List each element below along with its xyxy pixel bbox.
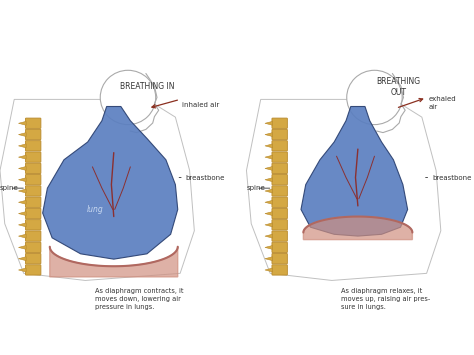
Polygon shape [265, 155, 273, 159]
FancyBboxPatch shape [26, 242, 41, 252]
FancyBboxPatch shape [26, 208, 41, 219]
Ellipse shape [347, 70, 402, 125]
Polygon shape [50, 247, 178, 277]
Text: breastbone: breastbone [432, 175, 472, 180]
FancyBboxPatch shape [26, 163, 41, 174]
Polygon shape [18, 268, 26, 272]
Polygon shape [18, 166, 26, 170]
FancyBboxPatch shape [272, 265, 287, 275]
Polygon shape [18, 133, 26, 137]
Polygon shape [265, 268, 273, 272]
Text: exhaled
air: exhaled air [429, 96, 456, 110]
Text: Respiratory Physiology: Respiratory Physiology [74, 14, 400, 38]
Polygon shape [18, 144, 26, 148]
Polygon shape [18, 234, 26, 238]
Polygon shape [0, 99, 194, 280]
FancyBboxPatch shape [272, 175, 287, 185]
FancyBboxPatch shape [272, 186, 287, 196]
FancyBboxPatch shape [26, 186, 41, 196]
Polygon shape [18, 212, 26, 215]
Polygon shape [18, 155, 26, 159]
Text: breastbone: breastbone [186, 175, 225, 180]
Polygon shape [18, 223, 26, 227]
Polygon shape [18, 200, 26, 204]
Polygon shape [265, 166, 273, 170]
Polygon shape [265, 133, 273, 137]
Polygon shape [265, 223, 273, 227]
Text: lung: lung [86, 205, 103, 214]
FancyBboxPatch shape [272, 253, 287, 264]
FancyBboxPatch shape [26, 175, 41, 185]
FancyBboxPatch shape [272, 242, 287, 252]
Text: As diaphragm contracts, it
moves down, lowering air
pressure in lungs.: As diaphragm contracts, it moves down, l… [95, 288, 183, 310]
FancyBboxPatch shape [272, 141, 287, 151]
Polygon shape [18, 257, 26, 261]
Polygon shape [18, 121, 26, 125]
Text: BREATHING IN: BREATHING IN [120, 82, 174, 92]
FancyBboxPatch shape [272, 220, 287, 230]
FancyBboxPatch shape [26, 253, 41, 264]
Polygon shape [265, 200, 273, 204]
Polygon shape [265, 257, 273, 261]
Text: As diaphragm relaxes, it
moves up, raising air pres-
sure in lungs.: As diaphragm relaxes, it moves up, raisi… [341, 288, 430, 310]
Polygon shape [303, 217, 412, 240]
FancyBboxPatch shape [26, 197, 41, 207]
Polygon shape [265, 121, 273, 125]
Polygon shape [265, 245, 273, 250]
Polygon shape [18, 189, 26, 193]
Polygon shape [265, 212, 273, 215]
FancyBboxPatch shape [26, 220, 41, 230]
FancyBboxPatch shape [26, 152, 41, 162]
FancyBboxPatch shape [272, 197, 287, 207]
FancyBboxPatch shape [26, 231, 41, 241]
Polygon shape [265, 144, 273, 148]
Polygon shape [18, 245, 26, 250]
Polygon shape [43, 106, 178, 259]
Text: spine: spine [246, 185, 265, 191]
Text: spine: spine [0, 185, 19, 191]
FancyBboxPatch shape [26, 265, 41, 275]
Polygon shape [301, 106, 408, 236]
FancyBboxPatch shape [272, 129, 287, 140]
FancyBboxPatch shape [272, 208, 287, 219]
FancyBboxPatch shape [26, 129, 41, 140]
FancyBboxPatch shape [272, 231, 287, 241]
FancyBboxPatch shape [26, 118, 41, 129]
Polygon shape [265, 178, 273, 182]
Polygon shape [18, 178, 26, 182]
Polygon shape [265, 189, 273, 193]
FancyBboxPatch shape [272, 152, 287, 162]
FancyBboxPatch shape [272, 118, 287, 129]
Ellipse shape [100, 70, 155, 125]
FancyBboxPatch shape [26, 141, 41, 151]
Polygon shape [265, 234, 273, 238]
Text: BREATHING
OUT: BREATHING OUT [376, 77, 420, 97]
Polygon shape [246, 99, 441, 280]
FancyBboxPatch shape [272, 163, 287, 174]
Text: inhaled air: inhaled air [182, 102, 220, 108]
